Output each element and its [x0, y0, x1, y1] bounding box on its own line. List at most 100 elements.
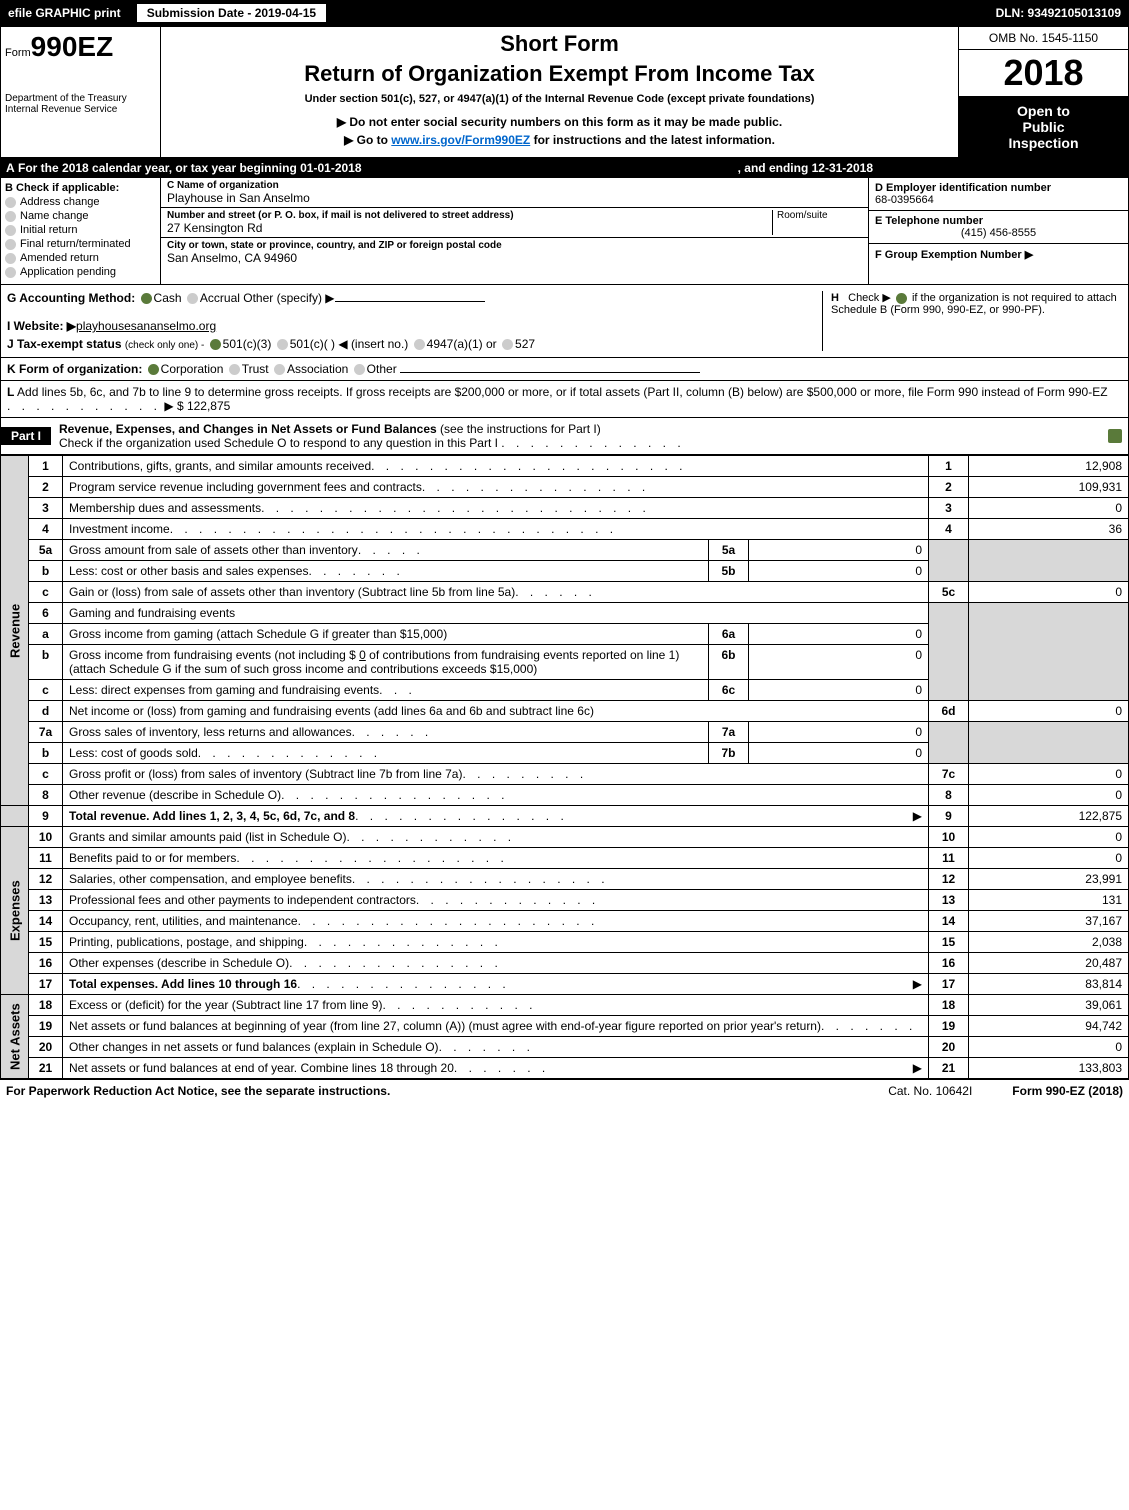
g-label: G Accounting Method: [7, 291, 135, 305]
radio-other-icon[interactable] [354, 364, 365, 375]
radio-trust-icon[interactable] [229, 364, 240, 375]
line5a-midno: 5a [709, 540, 749, 561]
irs-link[interactable]: www.irs.gov/Form990EZ [391, 133, 530, 147]
line3-no: 3 [29, 498, 63, 519]
line1-rtno: 1 [929, 456, 969, 477]
line4-desc: Investment income. . . . . . . . . . . .… [63, 519, 929, 540]
k-trust: Trust [242, 362, 269, 376]
line12-desc: Salaries, other compensation, and employ… [63, 869, 929, 890]
header-right: OMB No. 1545-1150 2018 Open to Public In… [958, 27, 1128, 157]
website-value[interactable]: playhousesananselmo.org [76, 319, 216, 333]
radio-501c-icon[interactable] [277, 339, 288, 350]
line7b-midno: 7b [709, 743, 749, 764]
line8-no: 8 [29, 785, 63, 806]
ein-value: 68-0395664 [875, 194, 1122, 206]
part1-title-suffix: (see the instructions for Part I) [437, 422, 601, 436]
ein-row: D Employer identification number 68-0395… [869, 178, 1128, 211]
room-suite-label: Room/suite [772, 210, 862, 235]
col-c: C Name of organization Playhouse in San … [161, 178, 868, 284]
chk-final-return-label: Final return/terminated [20, 238, 131, 250]
line14-rtno: 14 [929, 911, 969, 932]
revenue-label-end [1, 806, 29, 827]
line6b-midval: 0 [749, 645, 929, 680]
line2-desc: Program service revenue including govern… [63, 477, 929, 498]
radio-icon [5, 239, 16, 250]
inspection-line1: Open to [963, 103, 1124, 119]
city-label: City or town, state or province, country… [167, 240, 502, 251]
row-j: J Tax-exempt status (check only one) - 5… [7, 337, 822, 351]
inspection-line2: Public [963, 119, 1124, 135]
part1-check-line: Check if the organization used Schedule … [59, 436, 498, 450]
line13-rtno: 13 [929, 890, 969, 911]
footer: For Paperwork Reduction Act Notice, see … [0, 1079, 1129, 1102]
irs-label: Internal Revenue Service [5, 104, 156, 115]
line11-val: 0 [969, 848, 1129, 869]
row-ghi-left: G Accounting Method: Cash Accrual Other … [7, 291, 822, 351]
line18-desc: Excess or (deficit) for the year (Subtra… [63, 995, 929, 1016]
schedule-o-check-icon[interactable] [1108, 429, 1122, 443]
efile-print-label[interactable]: efile GRAPHIC print [0, 4, 129, 22]
g-cash: Cash [154, 291, 182, 305]
line14-no: 14 [29, 911, 63, 932]
line17-val: 83,814 [969, 974, 1129, 995]
l-value: $ 122,875 [177, 399, 230, 413]
line18-no: 18 [29, 995, 63, 1016]
col-b: B Check if applicable: Address change Na… [1, 178, 161, 284]
line5ab-rtno-shade [929, 540, 969, 582]
org-name-label: C Name of organization [167, 180, 310, 191]
line1-desc: Contributions, gifts, grants, and simila… [63, 456, 929, 477]
part1-header-row: Part I Revenue, Expenses, and Changes in… [0, 418, 1129, 455]
row-h: H Check ▶ if the organization is not req… [822, 291, 1122, 351]
line6a-midval: 0 [749, 624, 929, 645]
footer-form: Form 990-EZ (2018) [1012, 1084, 1123, 1098]
line7b-desc: Less: cost of goods sold. . . . . . . . … [63, 743, 709, 764]
line7b-no: b [29, 743, 63, 764]
line5c-val: 0 [969, 582, 1129, 603]
radio-527-icon[interactable] [502, 339, 513, 350]
g-other-blank[interactable] [335, 301, 485, 302]
city-row: City or town, state or province, country… [161, 238, 868, 267]
line15-desc: Printing, publications, postage, and shi… [63, 932, 929, 953]
chk-name-change[interactable]: Name change [5, 210, 156, 222]
chk-initial-return[interactable]: Initial return [5, 224, 156, 236]
radio-4947-icon[interactable] [414, 339, 425, 350]
line11-no: 11 [29, 848, 63, 869]
header-left: Form990EZ Department of the Treasury Int… [1, 27, 161, 157]
line15-val: 2,038 [969, 932, 1129, 953]
radio-accrual-icon[interactable] [187, 293, 198, 304]
chk-final-return[interactable]: Final return/terminated [5, 238, 156, 250]
chk-amended-return[interactable]: Amended return [5, 252, 156, 264]
g-other: Other (specify) ▶ [243, 291, 334, 305]
k-label: K Form of organization: [7, 362, 142, 376]
radio-assoc-icon[interactable] [274, 364, 285, 375]
radio-icon [5, 211, 16, 222]
radio-corp-icon[interactable] [148, 364, 159, 375]
radio-h-icon[interactable] [896, 293, 907, 304]
line4-no: 4 [29, 519, 63, 540]
radio-501c3-icon[interactable] [210, 339, 221, 350]
label-b: B [5, 182, 13, 194]
line17-rtno: 17 [929, 974, 969, 995]
k-other: Other [367, 362, 397, 376]
street-value: 27 Kensington Rd [167, 221, 772, 235]
l-label: L [7, 385, 14, 399]
line1-val: 12,908 [969, 456, 1129, 477]
header: Form990EZ Department of the Treasury Int… [0, 26, 1129, 158]
j-501c: 501(c)( ) ◀ (insert no.) [290, 337, 409, 351]
line9-val: 122,875 [969, 806, 1129, 827]
line20-val: 0 [969, 1037, 1129, 1058]
lines-table: Revenue 1 Contributions, gifts, grants, … [0, 455, 1129, 1079]
line6-rtval-shade [969, 603, 1129, 701]
line21-rtno: 21 [929, 1058, 969, 1079]
radio-cash-icon[interactable] [141, 293, 152, 304]
k-other-blank[interactable] [400, 372, 700, 373]
line13-val: 131 [969, 890, 1129, 911]
chk-application-pending[interactable]: Application pending [5, 266, 156, 278]
chk-address-change-label: Address change [20, 196, 100, 208]
line7a-midno: 7a [709, 722, 749, 743]
row-g: G Accounting Method: Cash Accrual Other … [7, 291, 822, 305]
line9-rtno: 9 [929, 806, 969, 827]
chk-address-change[interactable]: Address change [5, 196, 156, 208]
form-990ez-page: efile GRAPHIC print Submission Date - 20… [0, 0, 1129, 1102]
l-arrow: ▶ [164, 399, 173, 413]
